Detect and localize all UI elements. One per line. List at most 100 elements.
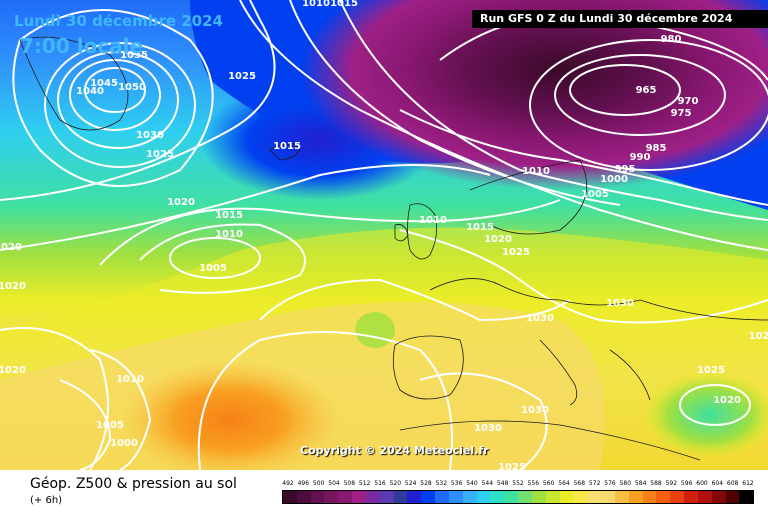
legend-value: 568 — [573, 480, 586, 487]
ireland-coast — [394, 224, 409, 242]
legend-swatch — [324, 491, 339, 503]
isobar-label: 1005 — [581, 189, 609, 200]
legend-value: 512 — [358, 480, 371, 487]
isobar-1030-med — [419, 372, 548, 470]
legend-value: 496 — [297, 480, 310, 487]
legend-value: 520 — [389, 480, 402, 487]
legend-swatch — [379, 491, 394, 503]
legend-value: 516 — [374, 480, 386, 487]
isobar-1010-sw — [89, 349, 152, 470]
legend-swatch — [352, 491, 366, 503]
isobar-1025 — [0, 0, 276, 201]
legend-swatch — [545, 491, 560, 503]
isobar-label: 1010 — [215, 229, 243, 240]
isobar-label: 1010 — [302, 0, 330, 9]
isobar-1000 — [289, 0, 621, 206]
legend-value: 588 — [650, 480, 662, 487]
copyright-text: Copyright © 2024 Meteociel.fr — [300, 444, 489, 457]
legend-swatch — [338, 491, 353, 503]
isobar-1020 — [0, 164, 491, 251]
legend-value: 580 — [619, 480, 632, 487]
isobar-label: 1040 — [76, 86, 104, 97]
legend-value: 608 — [726, 480, 739, 487]
legend-value-labels: 492 496 500 504 508 512 516 520 524 528 532 536 540 5… — [282, 480, 754, 490]
legend-swatch — [531, 491, 546, 503]
isobar-label: 1035 — [120, 50, 148, 61]
northeast-low-shading — [300, 0, 768, 190]
isobar-1005 — [169, 237, 261, 279]
legend-value: 508 — [343, 480, 356, 487]
isobar-label: 1020 — [167, 197, 195, 208]
isobar-label: 1030 — [526, 313, 554, 324]
isobar-980 — [529, 39, 768, 171]
legend-swatch — [628, 491, 643, 503]
isobar-label: 1005 — [96, 420, 124, 431]
legend-value: 540 — [466, 480, 478, 487]
legend-value: 548 — [496, 480, 509, 487]
isobar-1050 — [84, 67, 146, 113]
isobar-label: 1000 — [110, 438, 138, 449]
isobar-label: 1015 — [273, 141, 301, 152]
legend-swatch — [421, 491, 436, 503]
isobar-1045 — [69, 59, 161, 131]
isobar-label: 1025 — [146, 149, 174, 160]
isobar-1040 — [57, 51, 179, 149]
legend-swatch — [283, 491, 297, 503]
legend-swatch — [697, 491, 712, 503]
isobar-label: 1010 — [116, 374, 144, 385]
isobar-label: 1025 — [502, 247, 530, 258]
isobar-label: 102 — [748, 331, 768, 342]
legend-value: 504 — [328, 480, 340, 487]
legend-swatch — [656, 491, 671, 503]
legend-value: 552 — [512, 480, 524, 487]
legend-swatch — [490, 491, 505, 503]
legend-swatch — [587, 491, 602, 503]
isobar-label: 1015 — [330, 0, 358, 9]
isobar-1020-se — [679, 384, 751, 426]
legend-swatch — [559, 491, 574, 503]
legend-value: 544 — [481, 480, 494, 487]
legend-swatch — [670, 491, 685, 503]
isobar-label: 1025 — [498, 462, 526, 471]
isobar-label: 1020 — [0, 242, 22, 253]
legend-swatch — [711, 491, 726, 503]
isobar-1010 — [139, 223, 306, 294]
north-africa-coast — [399, 420, 701, 461]
isobar-label: 1020 — [484, 234, 512, 245]
legend-swatch — [365, 491, 380, 503]
greece-coast — [609, 349, 651, 401]
isobar-label: 990 — [629, 152, 651, 163]
legend-value: 604 — [711, 480, 724, 487]
legend-value: 556 — [527, 480, 540, 487]
small-green-patch — [355, 312, 395, 348]
legend-swatch — [601, 491, 615, 503]
legend-swatch — [296, 491, 311, 503]
map-area: 1010 1015 1035 1025 1045 1040 1050 1030 … — [0, 0, 768, 470]
legend-swatch — [310, 491, 325, 503]
isobar-label: 1030 — [474, 423, 502, 434]
isobar-1030-france — [259, 278, 571, 322]
iceland-coast — [269, 144, 301, 161]
isobar-1020-west — [0, 327, 109, 470]
legend-value: 528 — [420, 480, 432, 487]
isobar-label: 1005 — [199, 263, 227, 274]
legend-swatch — [573, 491, 588, 503]
legend-swatch — [739, 491, 754, 503]
legend-swatch — [435, 491, 449, 503]
isobar-label: 1030 — [136, 130, 164, 141]
isobar-975 — [554, 54, 726, 136]
legend-value: 532 — [435, 480, 448, 487]
legend-swatch — [614, 491, 629, 503]
legend-swatch — [684, 491, 698, 503]
legend-value: 500 — [312, 480, 325, 487]
isobar-label: 1025 — [697, 365, 725, 376]
legend-value: 560 — [542, 480, 555, 487]
southeast-low-shading — [640, 370, 768, 460]
isobar-label: 1020 — [713, 395, 741, 406]
isobar-label: 995 — [614, 164, 636, 175]
legend-swatch — [504, 491, 519, 503]
isobar-label: 965 — [635, 85, 657, 96]
legend-value: 564 — [558, 480, 570, 487]
run-info-banner: Run GFS 0 Z du Lundi 30 décembre 2024 — [472, 10, 768, 28]
isobar-label: 1010 — [419, 215, 447, 226]
